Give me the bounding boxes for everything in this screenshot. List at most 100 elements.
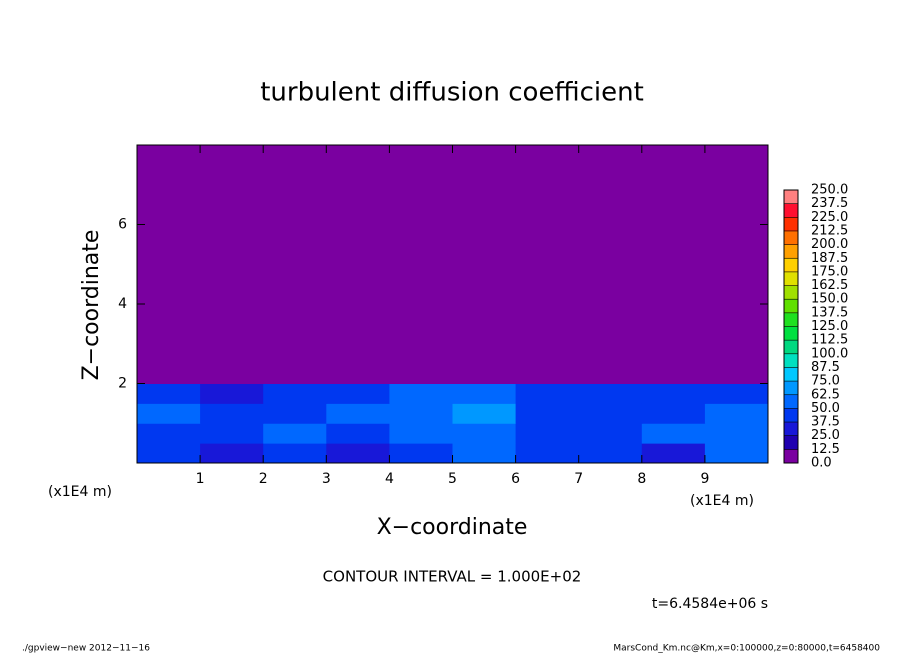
cell	[326, 423, 390, 444]
cell	[200, 443, 264, 464]
x-axis-label: X−coordinate	[377, 515, 528, 540]
x-tick-label: 3	[322, 471, 331, 487]
cell	[641, 443, 706, 464]
cell	[200, 423, 264, 444]
colorbar-label: 200.0	[811, 237, 848, 252]
colorbar-swatch	[784, 258, 798, 273]
colorbar-label: 162.5	[811, 278, 848, 293]
cell	[137, 443, 201, 464]
cell	[389, 383, 453, 404]
colorbar-label: 225.0	[811, 210, 848, 225]
x-tick-label: 5	[448, 471, 457, 487]
cell	[200, 383, 264, 404]
cell	[263, 443, 327, 464]
colorbar-swatch	[784, 353, 798, 368]
colorbar-label: 50.0	[811, 401, 840, 416]
cell	[641, 145, 706, 384]
x-tick-label: 9	[700, 471, 709, 487]
chart-title: turbulent diffusion coefficient	[260, 78, 644, 108]
colorbar-label: 212.5	[811, 223, 848, 238]
cell	[515, 145, 580, 384]
cell	[515, 403, 580, 424]
cell	[578, 383, 643, 404]
cell	[704, 383, 769, 404]
cell	[389, 423, 453, 444]
colorbar-label: 100.0	[811, 346, 848, 361]
cell	[515, 443, 580, 464]
colorbar-label: 62.5	[811, 387, 840, 402]
colorbar-label: 25.0	[811, 428, 840, 443]
cell	[389, 145, 453, 384]
x-tick-label: 6	[511, 471, 520, 487]
cell	[200, 403, 264, 424]
cell	[137, 423, 201, 444]
cell	[326, 403, 390, 424]
colorbar-label: 75.0	[811, 374, 840, 389]
cell	[263, 403, 327, 424]
cell	[641, 403, 706, 424]
footer-right: MarsCond_Km.nc@Km,x=0:100000,z=0:80000,t…	[613, 644, 880, 654]
cell	[578, 443, 643, 464]
cell	[578, 145, 643, 384]
colorbar-swatch	[784, 285, 798, 300]
colorbar-swatch	[784, 449, 798, 464]
cell	[263, 145, 327, 384]
cell	[704, 443, 769, 464]
colorbar-swatch	[784, 312, 798, 327]
cell	[326, 443, 390, 464]
colorbar-label: 0.0	[811, 456, 832, 471]
colorbar-label: 137.5	[811, 305, 848, 320]
cell	[641, 383, 706, 404]
colorbar-swatch	[784, 271, 798, 286]
cell	[704, 403, 769, 424]
footer-left: ./gpview−new 2012−11−16	[22, 644, 150, 654]
colorbar-label: 37.5	[811, 415, 840, 430]
cell	[704, 423, 769, 444]
colorbar-swatch	[784, 244, 798, 259]
colorbar-label: 237.5	[811, 196, 848, 211]
cell	[263, 383, 327, 404]
cell	[578, 423, 643, 444]
colorbar-label: 187.5	[811, 251, 848, 266]
colorbar-swatch	[784, 422, 798, 436]
x-tick-label: 2	[259, 471, 268, 487]
cell	[137, 403, 201, 424]
cell	[452, 423, 517, 444]
contour-interval: CONTOUR INTERVAL = 1.000E+02	[323, 568, 582, 586]
colorbar-swatch	[784, 394, 798, 409]
colorbar-swatch	[784, 299, 798, 314]
colorbar-swatch	[784, 326, 798, 341]
cell	[200, 145, 264, 384]
cell	[389, 443, 453, 464]
y-axis-label: Z−coordinate	[79, 230, 104, 381]
cell	[137, 383, 201, 404]
cell	[326, 383, 390, 404]
cell	[641, 423, 706, 444]
cell	[515, 383, 580, 404]
cell	[326, 145, 390, 384]
colorbar-swatch	[784, 217, 798, 232]
x-tick-label: 8	[637, 471, 646, 487]
time-label: t=6.4584e+06 s	[652, 596, 768, 612]
cell	[452, 443, 517, 464]
y-tick-label: 2	[118, 376, 127, 392]
colorbar-swatch	[784, 408, 798, 423]
colorbar-swatch	[784, 340, 798, 355]
colorbar-swatch	[784, 435, 798, 450]
x-unit: (x1E4 m)	[690, 493, 754, 509]
colorbar-label: 150.0	[811, 292, 848, 307]
colorbar-swatch	[784, 230, 798, 245]
colorbar-swatch	[784, 381, 798, 396]
cell	[704, 145, 769, 384]
cell	[452, 145, 517, 384]
cell	[452, 383, 517, 404]
colorbar-label: 175.0	[811, 264, 848, 279]
colorbar-label: 250.0	[811, 183, 848, 198]
x-tick-label: 7	[574, 471, 583, 487]
colorbar-swatch	[784, 203, 798, 218]
y-unit: (x1E4 m)	[48, 484, 112, 500]
cell	[389, 403, 453, 424]
colorbar-swatch	[784, 367, 798, 382]
y-tick-label: 6	[118, 217, 127, 233]
